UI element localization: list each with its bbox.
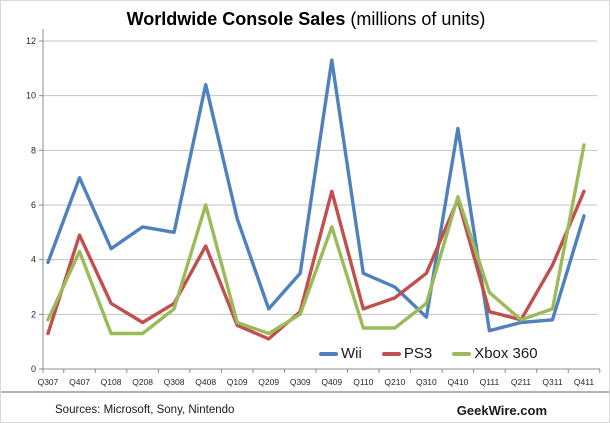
legend-item-ps3: PS3 — [381, 345, 433, 362]
x-tick-label: Q308 — [164, 377, 185, 387]
x-tick-label: Q109 — [227, 377, 248, 387]
legend-label: Xbox 360 — [474, 345, 538, 362]
legend-item-wii: Wii — [319, 345, 362, 362]
x-tick-label: Q408 — [195, 377, 216, 387]
x-tick-label: Q111 — [480, 377, 500, 387]
x-ticks — [63, 369, 601, 373]
y-tick-label: 4 — [31, 255, 36, 265]
brand-text: GeekWire.com — [456, 402, 547, 418]
y-axis-labels: 0 2 4 6 8 10 12 — [26, 36, 36, 374]
x-axis-labels: Q307 Q407 Q108 Q208 Q308 Q408 Q109 Q209 Q309 Q409… — [38, 377, 595, 387]
x-tick-label: Q411 — [574, 377, 594, 387]
gridlines — [39, 40, 597, 370]
x-tick-label: Q110 — [353, 377, 373, 387]
legend-swatch-icon — [381, 351, 401, 356]
x-tick-label: Q307 — [38, 377, 59, 387]
x-tick-label: Q210 — [384, 377, 405, 387]
chart-title-subtitle: (millions of units) — [345, 9, 486, 29]
x-tick-label: Q211 — [511, 377, 531, 387]
series-line-ps3 — [46, 189, 586, 341]
x-tick-label: Q310 — [416, 377, 437, 387]
legend-label: PS3 — [403, 345, 433, 362]
chart-bottom-border — [1, 391, 609, 393]
chart-title-main: Worldwide Console Sales — [126, 9, 346, 29]
legend-swatch-icon — [452, 351, 472, 356]
legend-item-xbox-360: Xbox 360 — [452, 345, 538, 362]
legend-swatch-icon — [319, 351, 338, 356]
series-line-wii — [46, 58, 586, 333]
y-tick-label: 8 — [31, 145, 36, 155]
x-tick-label: Q108 — [101, 377, 122, 387]
x-tick-label: Q208 — [132, 377, 153, 387]
plot-area: 0 2 4 6 8 10 12 Q307 Q407 Q108 Q208 Q308 Q408 Q109 Q20… — [26, 29, 601, 387]
y-tick-label: 10 — [26, 91, 36, 101]
x-tick-label: Q409 — [321, 377, 342, 387]
x-tick-label: Q309 — [290, 377, 311, 387]
footer: Sources: Microsoft, Sony, Nintendo GeekW… — [1, 398, 609, 422]
x-tick-label: Q410 — [447, 377, 468, 387]
x-tick-label: Q209 — [258, 377, 279, 387]
y-tick-label: 12 — [26, 36, 36, 46]
chart-title: Worldwide Console Sales (millions of uni… — [1, 9, 609, 30]
x-tick-label: Q407 — [69, 377, 90, 387]
y-tick-label: 2 — [31, 309, 36, 319]
x-tick-label: Q311 — [542, 377, 562, 387]
sources-text: Sources: Microsoft, Sony, Nintendo — [55, 404, 235, 416]
legend-label: Wii — [341, 345, 362, 362]
y-tick-label: 0 — [31, 364, 36, 374]
series-line-xbox-360 — [46, 143, 586, 336]
y-tick-label: 6 — [31, 200, 36, 210]
chart-legend: Wii PS3 Xbox 360 — [319, 345, 538, 362]
